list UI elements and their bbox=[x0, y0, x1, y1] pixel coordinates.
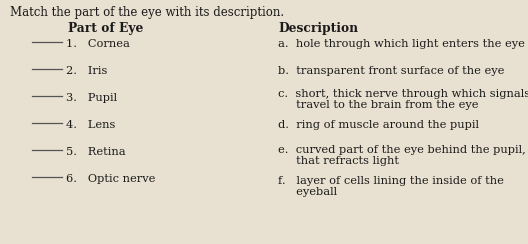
Text: 5.   Retina: 5. Retina bbox=[66, 147, 126, 157]
Text: 2.   Iris: 2. Iris bbox=[66, 66, 107, 76]
Text: travel to the brain from the eye: travel to the brain from the eye bbox=[278, 100, 478, 110]
Text: a.  hole through which light enters the eye: a. hole through which light enters the e… bbox=[278, 39, 525, 49]
Text: 6.   Optic nerve: 6. Optic nerve bbox=[66, 174, 155, 184]
Text: c.  short, thick nerve through which signals: c. short, thick nerve through which sign… bbox=[278, 89, 528, 99]
Text: d.  ring of muscle around the pupil: d. ring of muscle around the pupil bbox=[278, 120, 479, 130]
Text: Description: Description bbox=[278, 22, 358, 35]
Text: b.  transparent front surface of the eye: b. transparent front surface of the eye bbox=[278, 66, 504, 76]
Text: 1.   Cornea: 1. Cornea bbox=[66, 39, 130, 49]
Text: f.   layer of cells lining the inside of the: f. layer of cells lining the inside of t… bbox=[278, 176, 504, 186]
Text: 3.   Pupil: 3. Pupil bbox=[66, 93, 117, 103]
Text: eyeball: eyeball bbox=[278, 187, 337, 197]
Text: Part of Eye: Part of Eye bbox=[68, 22, 144, 35]
Text: that refracts light: that refracts light bbox=[278, 156, 399, 166]
Text: e.  curved part of the eye behind the pupil,: e. curved part of the eye behind the pup… bbox=[278, 145, 526, 155]
Text: Match the part of the eye with its description.: Match the part of the eye with its descr… bbox=[10, 6, 284, 19]
Text: 4.   Lens: 4. Lens bbox=[66, 120, 116, 130]
